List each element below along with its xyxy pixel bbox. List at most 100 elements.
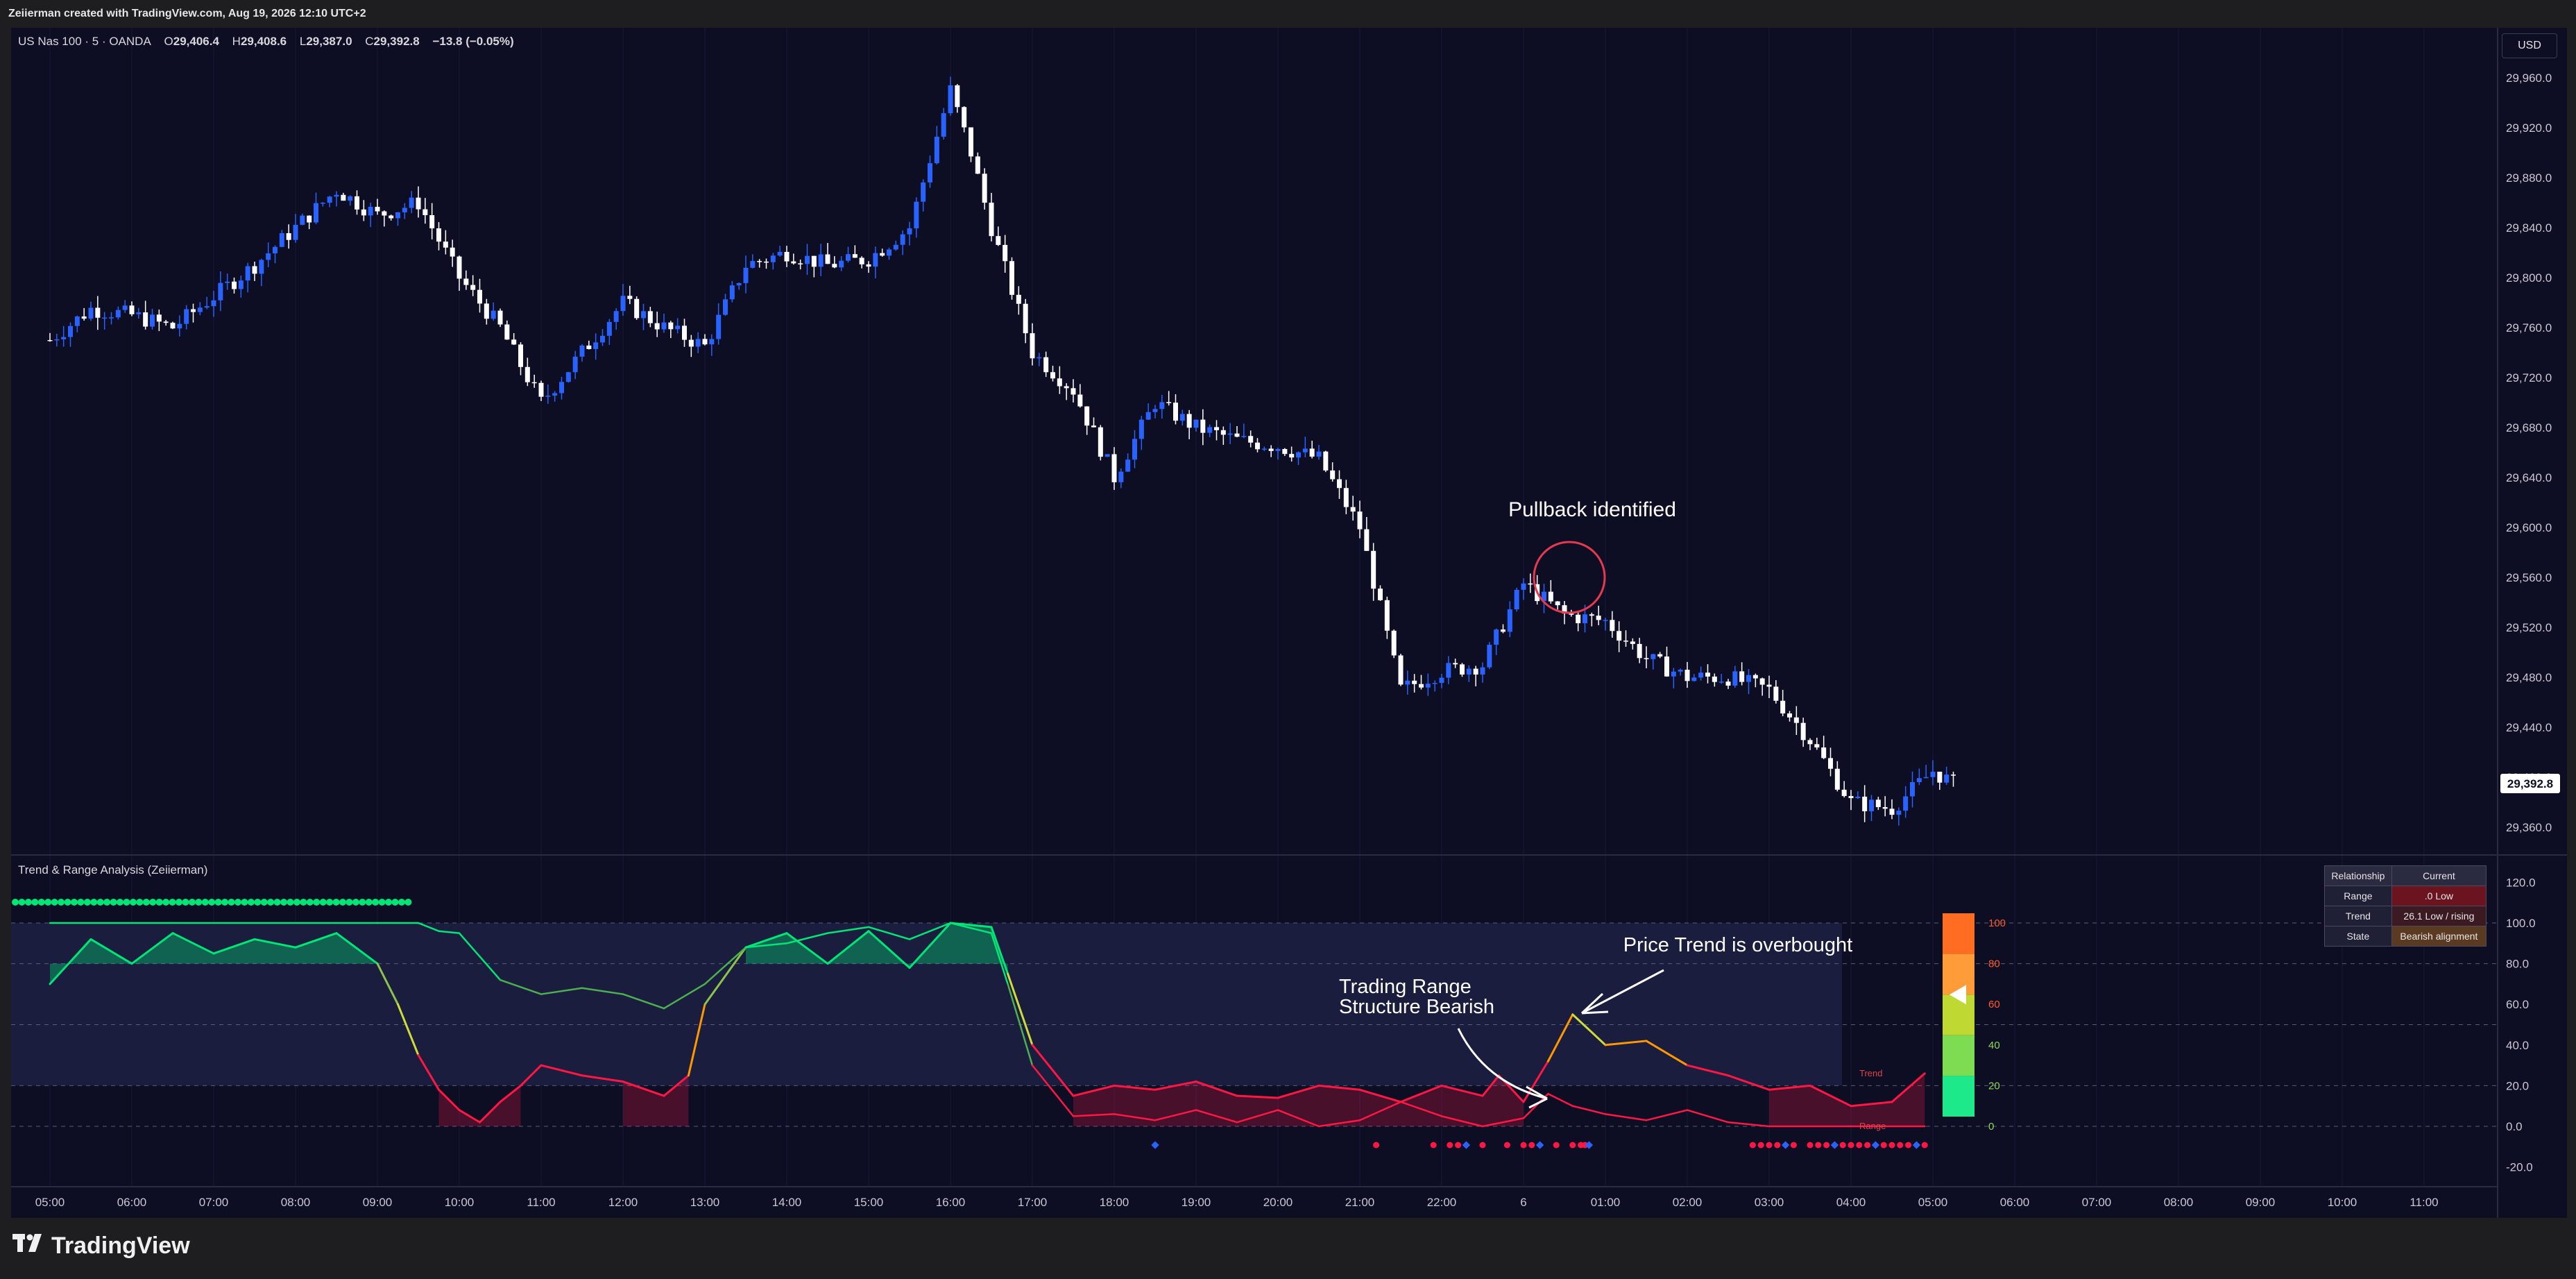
candle-body <box>1664 657 1669 677</box>
gauge-band <box>1943 1035 1974 1076</box>
candle-body <box>1446 663 1451 678</box>
candle-body <box>457 256 462 279</box>
candle-body <box>1780 700 1786 714</box>
signal-diamond-marker <box>1912 1141 1921 1149</box>
range-arrow <box>1457 1028 1548 1100</box>
high-value: 29,408.6 <box>240 35 287 48</box>
table-cell-range-value: .0 Low <box>2391 886 2487 906</box>
candle-body <box>436 228 441 242</box>
top-dot-marker <box>58 899 65 906</box>
trend-fill-low <box>1483 1075 1499 1126</box>
range-line-segment <box>1072 1113 1116 1117</box>
candle-body <box>565 372 571 382</box>
candle-body <box>941 113 946 137</box>
trend-line-segment <box>1031 1044 1075 1097</box>
candle-body <box>1207 427 1213 433</box>
candle-body <box>1896 811 1902 815</box>
range-line-segment <box>1686 1109 1730 1124</box>
currency-button[interactable]: USD <box>2502 33 2557 58</box>
trend-line-segment <box>540 1064 583 1077</box>
table-header-current: Current <box>2391 865 2487 886</box>
candle-body <box>955 85 960 108</box>
top-dot-marker <box>64 899 71 906</box>
range-line-segment <box>499 979 543 995</box>
top-dot-marker <box>254 899 262 906</box>
top-dot-marker <box>182 899 189 906</box>
price-tick-label: 29,760.0 <box>2506 321 2552 334</box>
candle-body <box>1752 675 1758 679</box>
price-tick-label: 29,800.0 <box>2506 271 2552 285</box>
symbol-info[interactable]: US Nas 100 · 5 · OANDA O29,406.4 H29,408… <box>18 35 514 49</box>
candle-body <box>1296 452 1301 458</box>
candle-body <box>1623 641 1628 642</box>
trend-line-segment <box>520 1064 543 1087</box>
trend-line-segment <box>397 1003 420 1056</box>
indicator-tick-label: 20.0 <box>2506 1079 2529 1092</box>
candle-body <box>695 339 701 347</box>
signal-diamond-marker <box>1871 1141 1880 1149</box>
trend-fill-high <box>214 939 255 964</box>
trend-fill-high <box>746 933 787 964</box>
trend-line-segment <box>703 946 747 1006</box>
time-tick-label: 06:00 <box>117 1196 147 1209</box>
candle-body <box>470 285 476 290</box>
candle-body <box>252 266 257 274</box>
top-dot-marker <box>346 899 353 906</box>
range-line-segment <box>1727 1121 1771 1128</box>
candle-body <box>375 206 380 212</box>
candle-body <box>1282 449 1288 455</box>
candle-body <box>518 344 523 367</box>
candle-body <box>1732 671 1738 686</box>
signal-dot-marker <box>1897 1142 1904 1149</box>
signal-dot-marker <box>1807 1142 1814 1149</box>
candle-body <box>777 251 783 256</box>
candle-body <box>1302 448 1308 452</box>
range-line-segment <box>540 987 583 995</box>
candle-body <box>1466 668 1472 675</box>
candle-body <box>1378 588 1383 600</box>
range-line-segment <box>1317 1119 1361 1128</box>
top-dot-marker <box>117 899 124 906</box>
candle-body <box>122 305 128 310</box>
time-tick-label: 01:00 <box>1591 1196 1621 1209</box>
indicator-title[interactable]: Trend & Range Analysis (Zeiierman) <box>18 863 208 876</box>
candle-body <box>1834 768 1840 790</box>
top-dot-marker <box>372 899 379 906</box>
gauge-meter: 100 80 60 40 20 0 <box>1943 913 2006 1133</box>
range-line-segment <box>622 993 665 1010</box>
top-dot-marker <box>404 899 412 906</box>
time-tick-label: 03:00 <box>1755 1196 1784 1209</box>
candle-body <box>736 282 742 286</box>
trend-line-segment <box>1809 1084 1852 1108</box>
top-dot-marker <box>300 899 307 906</box>
candle-body <box>709 339 715 345</box>
trend-line-segment <box>376 963 399 1006</box>
candle-body <box>1419 684 1424 688</box>
time-tick-label: 17:00 <box>1018 1196 1048 1209</box>
candle-body <box>211 300 216 307</box>
candle-body <box>1698 672 1704 678</box>
candle-body <box>1234 433 1240 437</box>
range-line-segment <box>1031 1064 1075 1117</box>
candle-body <box>688 339 694 347</box>
candle-body <box>1064 386 1069 389</box>
symbol-name[interactable]: US Nas 100 · 5 · OANDA <box>18 35 151 48</box>
time-tick-label: 21:00 <box>1345 1196 1375 1209</box>
candle-body <box>1596 616 1601 620</box>
trend-line-segment <box>1399 1084 1443 1103</box>
candle-body <box>327 196 332 203</box>
candle-body <box>1398 655 1404 685</box>
top-dot-marker <box>378 899 386 906</box>
candle-body <box>368 206 373 216</box>
candle-body <box>647 311 653 323</box>
candle-body <box>743 267 749 283</box>
tradingview-logo-icon[interactable] <box>12 1234 44 1253</box>
candle-body <box>361 209 366 216</box>
tradingview-logo-text[interactable]: TradingView <box>51 1233 190 1259</box>
candle-body <box>1480 667 1485 675</box>
gauge-pointer-icon <box>1950 985 1966 1005</box>
candle-body <box>1453 663 1458 665</box>
candle-body <box>545 396 551 397</box>
trend-line-segment <box>1277 1084 1320 1099</box>
